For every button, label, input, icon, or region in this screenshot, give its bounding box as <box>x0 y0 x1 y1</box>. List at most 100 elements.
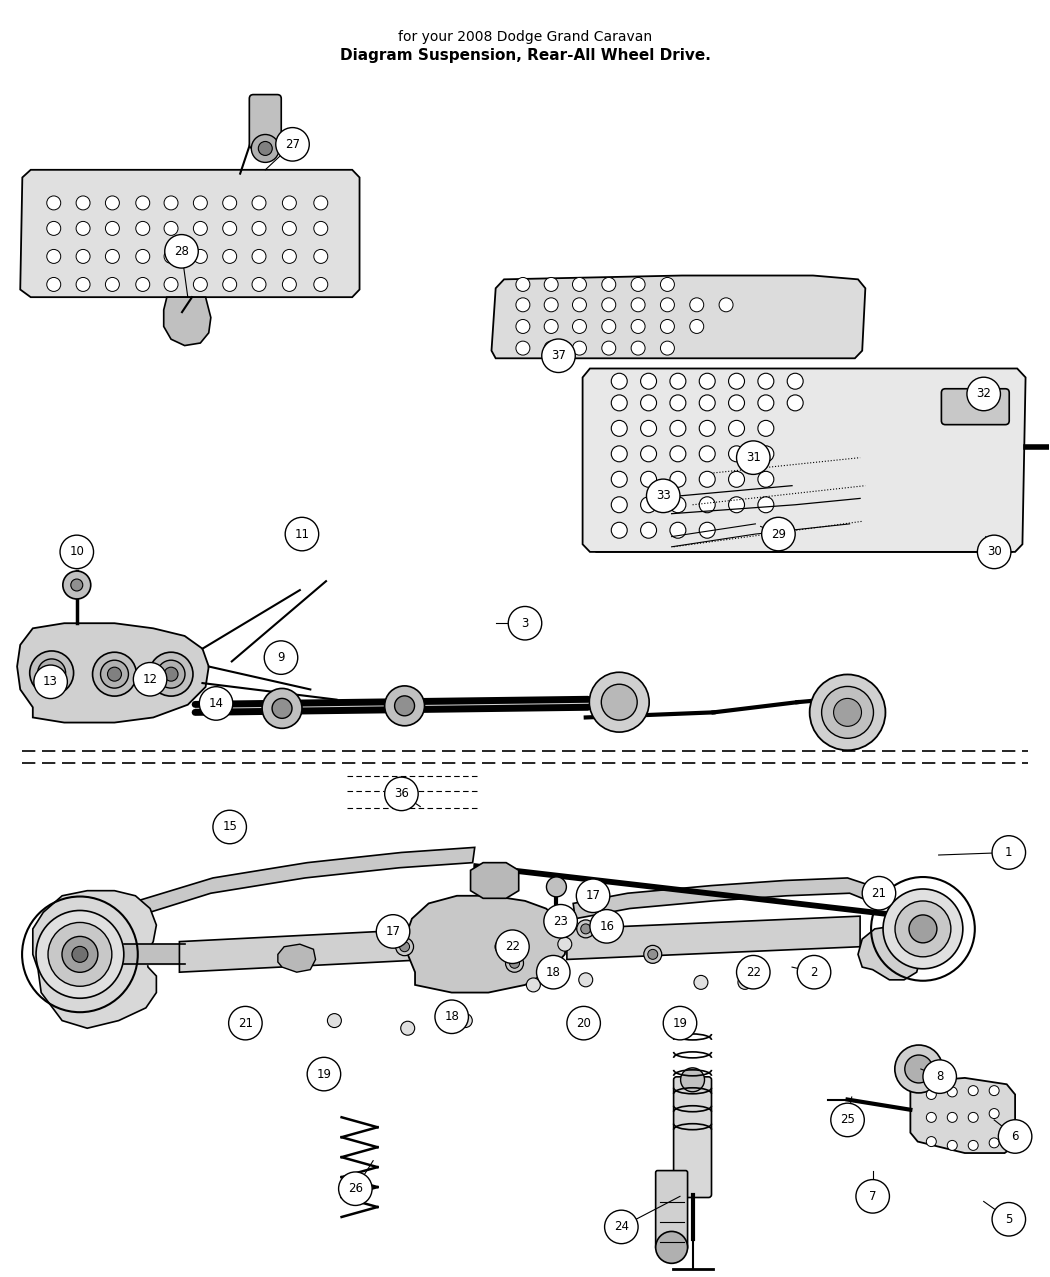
Circle shape <box>265 641 298 674</box>
Circle shape <box>631 341 645 355</box>
Circle shape <box>660 277 674 291</box>
Circle shape <box>251 134 279 162</box>
Circle shape <box>572 277 587 291</box>
Circle shape <box>699 373 715 389</box>
Circle shape <box>729 373 744 389</box>
Circle shape <box>611 420 627 437</box>
Circle shape <box>76 195 90 209</box>
Circle shape <box>736 955 770 988</box>
Text: 21: 21 <box>238 1016 253 1029</box>
Circle shape <box>164 195 179 209</box>
Circle shape <box>193 221 207 235</box>
Circle shape <box>926 1112 937 1122</box>
Polygon shape <box>567 916 860 959</box>
Circle shape <box>546 877 566 896</box>
Circle shape <box>200 687 233 720</box>
Polygon shape <box>470 863 519 898</box>
Circle shape <box>34 665 67 699</box>
Circle shape <box>923 1060 957 1093</box>
Circle shape <box>856 1180 889 1213</box>
Circle shape <box>76 249 90 263</box>
Circle shape <box>526 978 541 992</box>
Circle shape <box>400 941 410 951</box>
Circle shape <box>401 1022 415 1036</box>
Polygon shape <box>33 890 156 1028</box>
Text: 18: 18 <box>546 965 561 978</box>
Text: 20: 20 <box>576 1016 591 1029</box>
Text: 37: 37 <box>551 349 566 363</box>
Text: Diagram Suspension, Rear-All Wheel Drive.: Diagram Suspension, Rear-All Wheel Drive… <box>339 47 711 63</box>
Circle shape <box>286 517 319 550</box>
Circle shape <box>788 373 803 389</box>
Circle shape <box>516 277 530 291</box>
Polygon shape <box>491 276 865 359</box>
Circle shape <box>149 653 193 696</box>
Circle shape <box>47 195 61 209</box>
Circle shape <box>193 249 207 263</box>
Circle shape <box>544 277 559 291</box>
Circle shape <box>648 949 657 959</box>
Circle shape <box>690 319 704 333</box>
Circle shape <box>758 471 774 488</box>
Circle shape <box>909 914 937 942</box>
Text: 33: 33 <box>656 489 671 502</box>
Circle shape <box>223 277 236 291</box>
FancyBboxPatch shape <box>249 94 281 148</box>
Circle shape <box>72 946 88 963</box>
Circle shape <box>282 277 296 291</box>
Circle shape <box>821 687 874 738</box>
Text: 14: 14 <box>209 697 224 710</box>
Circle shape <box>644 945 662 963</box>
Text: 27: 27 <box>285 138 300 151</box>
Circle shape <box>831 1103 864 1137</box>
Text: 21: 21 <box>872 886 886 900</box>
Text: 12: 12 <box>143 673 158 686</box>
Text: 26: 26 <box>348 1183 363 1195</box>
Text: 3: 3 <box>521 617 529 630</box>
Circle shape <box>158 660 185 688</box>
Circle shape <box>640 395 656 411</box>
Circle shape <box>640 471 656 488</box>
Circle shape <box>999 1120 1032 1153</box>
Circle shape <box>105 277 120 291</box>
Circle shape <box>895 902 951 956</box>
Circle shape <box>758 497 774 513</box>
Circle shape <box>282 221 296 235</box>
Circle shape <box>395 696 415 716</box>
Circle shape <box>589 672 649 732</box>
Circle shape <box>992 1203 1026 1236</box>
Circle shape <box>505 954 524 972</box>
Circle shape <box>788 395 803 411</box>
Text: 5: 5 <box>1005 1213 1012 1226</box>
Circle shape <box>516 298 530 312</box>
Text: 8: 8 <box>936 1070 943 1083</box>
Circle shape <box>647 479 680 512</box>
Circle shape <box>223 195 236 209</box>
Circle shape <box>135 277 150 291</box>
Circle shape <box>193 195 207 209</box>
Circle shape <box>967 377 1001 411</box>
Polygon shape <box>164 298 211 346</box>
Polygon shape <box>104 848 475 928</box>
Circle shape <box>258 142 272 156</box>
Circle shape <box>670 446 686 462</box>
Circle shape <box>164 249 179 263</box>
Text: 30: 30 <box>987 545 1002 558</box>
Circle shape <box>670 420 686 437</box>
Circle shape <box>213 810 247 844</box>
Circle shape <box>38 659 65 687</box>
Text: 18: 18 <box>444 1010 459 1023</box>
Circle shape <box>459 1014 473 1028</box>
Circle shape <box>314 221 328 235</box>
Circle shape <box>193 277 207 291</box>
Circle shape <box>541 967 551 977</box>
Text: 22: 22 <box>746 965 761 978</box>
Circle shape <box>223 221 236 235</box>
Circle shape <box>670 522 686 538</box>
Circle shape <box>631 277 645 291</box>
Polygon shape <box>573 879 870 918</box>
Circle shape <box>660 341 674 355</box>
Circle shape <box>640 420 656 437</box>
Circle shape <box>572 319 587 333</box>
Circle shape <box>640 522 656 538</box>
